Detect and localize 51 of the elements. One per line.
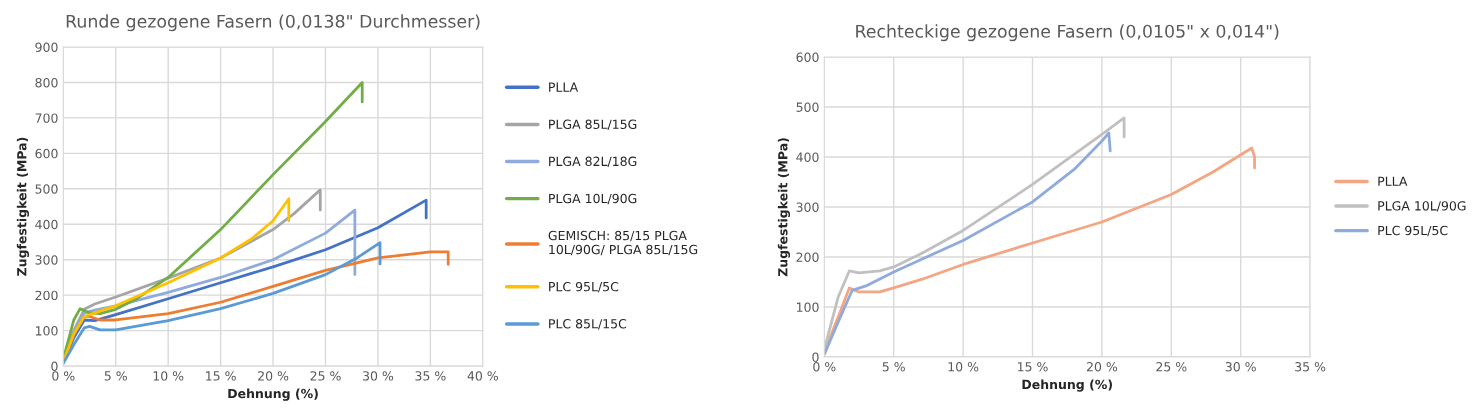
y-tick-label: 400	[35, 219, 58, 230]
x-tick-label: 30 %	[1225, 362, 1256, 372]
x-tick-label: 10 %	[153, 371, 184, 381]
x-tick-label: 0 %	[813, 362, 836, 372]
chart-title: Rechteckige gezogene Fasern (0,0105" x 0,014")	[856, 24, 1279, 42]
y-tick-label: 600	[35, 148, 58, 159]
x-tick-label: 35 %	[1295, 362, 1326, 372]
legend-label: PLGA 85L/15G	[549, 119, 637, 130]
x-tick-label: 15 %	[1018, 362, 1048, 372]
x-tick-label: 20 %	[1086, 362, 1118, 372]
legend-label: PLGA 10L/90G	[549, 193, 637, 205]
line-series	[63, 241, 382, 365]
legend-label: PLLA	[549, 82, 579, 92]
legend-label: PLC 95L/5C	[1378, 225, 1448, 237]
y-tick-label: 200	[35, 290, 58, 301]
legend-label: GEMISCH: 85/15 PLGA 10L/90G/ PLGA 85L/15G	[548, 230, 698, 256]
y-tick-label: 900	[35, 42, 58, 52]
y-tick-label: 0	[51, 361, 58, 372]
y-tick-label: 200	[796, 252, 819, 262]
legend-label: PLGA 10L/90G	[1378, 201, 1466, 212]
x-tick-label: 10 %	[948, 362, 979, 372]
x-axis-title: Dehnung (%)	[1022, 379, 1112, 392]
y-tick-label: 600	[796, 52, 819, 62]
legend-label: PLC 95L/5C	[549, 281, 619, 293]
legend-label: PLLA	[1378, 176, 1408, 186]
y-tick-label: 500	[35, 184, 58, 194]
x-axis-title: Dehnung (%)	[228, 388, 318, 401]
legend-label: PLC 85L/15C	[549, 319, 627, 330]
x-tick-label: 35 %	[415, 371, 446, 381]
y-tick-label: 500	[796, 102, 819, 112]
y-tick-label: 300	[35, 255, 58, 265]
legend-label: PLGA 82L/18G	[549, 156, 637, 168]
x-tick-label: 0 %	[52, 371, 75, 381]
y-tick-label: 800	[35, 77, 58, 88]
y-tick-label: 100	[796, 302, 819, 312]
x-tick-label: 25 %	[1156, 362, 1187, 372]
x-tick-label: 5 %	[882, 362, 905, 372]
x-tick-label: 5 %	[104, 371, 127, 381]
x-tick-label: 15 %	[206, 371, 236, 381]
y-tick-label: 400	[796, 152, 819, 162]
x-tick-label: 40 %	[467, 371, 498, 381]
y-axis-title: Zugfestigkeit (MPa)	[16, 137, 30, 276]
y-tick-label: 300	[796, 202, 819, 212]
y-tick-label: 700	[35, 113, 58, 123]
x-tick-label: 20 %	[258, 371, 289, 381]
y-axis-title: Zugfestigkeit (MPa)	[777, 138, 791, 277]
y-tick-label: 100	[35, 326, 58, 336]
chart-title: Runde gezogene Fasern (0,0138" Durchmesser)	[66, 14, 480, 32]
y-tick-label: 0	[812, 352, 819, 362]
x-tick-label: 25 %	[310, 371, 341, 381]
x-tick-label: 30 %	[363, 371, 394, 381]
